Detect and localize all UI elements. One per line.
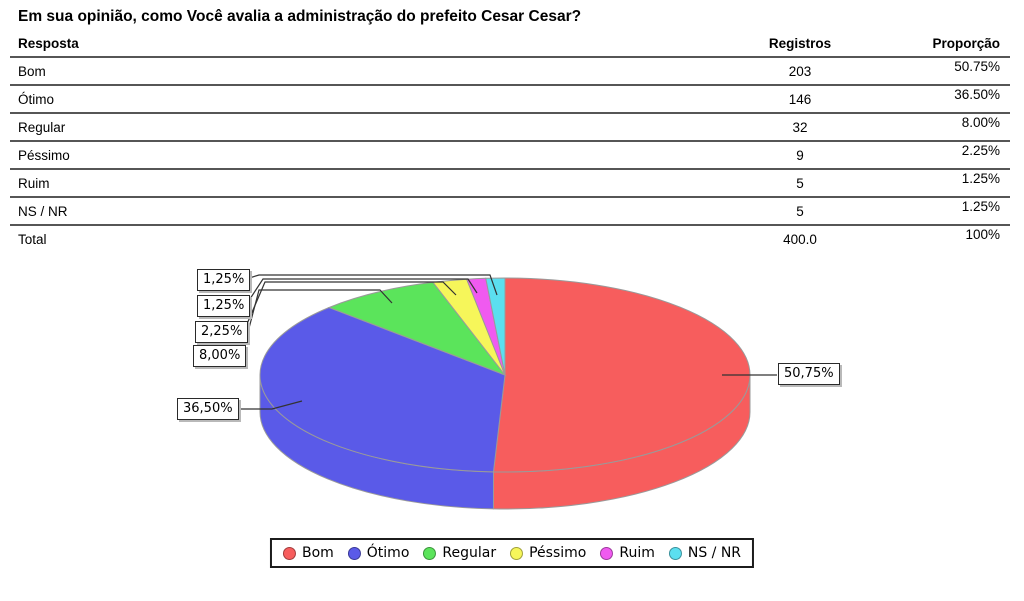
table-row: NS / NR 5 1.25%	[10, 196, 1010, 224]
legend-item: Regular	[423, 545, 496, 561]
cell-registros: 146	[788, 91, 812, 107]
legend-label: Ruim	[619, 545, 655, 561]
cell-proporcao: 36.50%	[954, 86, 1000, 102]
legend-item: Ótimo	[347, 545, 410, 561]
legend-swatch-icon	[510, 546, 524, 560]
callout-label-pessimo: 2,25%	[195, 321, 249, 343]
legend-swatch-icon	[600, 546, 614, 560]
table-row: Total 400.0 100%	[10, 224, 1010, 252]
cell-registros: 32	[792, 119, 808, 135]
callout-line-ruim	[245, 278, 478, 306]
table-body: Bom 203 50.75% Ótimo 146 36.50% Regular 32 8.00%…	[10, 56, 1010, 252]
callout-line-regular	[241, 289, 393, 356]
cell-registros: 9	[796, 147, 804, 163]
cell-resposta: NS / NR	[18, 203, 68, 219]
cell-registros: 5	[796, 175, 804, 191]
header-proporcao: Proporção	[932, 35, 1000, 51]
cell-proporcao: 50.75%	[954, 58, 1000, 74]
cell-resposta: Bom	[18, 63, 46, 79]
pie-slice-ns-nr	[485, 277, 506, 376]
callout-label-otimo: 36,50%	[177, 398, 239, 420]
cell-resposta: Ótimo	[18, 91, 55, 107]
pie-slice-bom	[492, 277, 751, 473]
table-row: Regular 32 8.00%	[10, 112, 1010, 140]
cell-resposta: Péssimo	[18, 147, 70, 163]
cell-resposta: Regular	[18, 119, 66, 135]
header-registros: Registros	[768, 35, 832, 51]
cell-proporcao: 2.25%	[961, 142, 1000, 158]
legend-swatch-icon	[282, 546, 296, 560]
table-row: Bom 203 50.75%	[10, 56, 1010, 84]
pie-slice-otimo	[259, 306, 506, 473]
cell-registros: 203	[788, 63, 812, 79]
callout-label-ruim: 1,25%	[197, 295, 251, 317]
callout-label-nsnr: 1,25%	[197, 269, 251, 291]
header-resposta: Resposta	[18, 35, 79, 51]
legend-item: NS / NR	[668, 545, 742, 561]
cell-resposta: Total	[18, 231, 47, 247]
cell-proporcao: 1.25%	[961, 170, 1000, 186]
cell-proporcao: 100%	[965, 226, 1000, 242]
callout-label-regular: 8,00%	[193, 345, 247, 367]
pie-chart-area: 1,25% 1,25% 2,25% 8,00% 36,50% 50,75%	[0, 255, 1024, 538]
legend-item: Bom	[282, 545, 334, 561]
page-title: Em sua opinião, como Você avalia a admin…	[18, 8, 582, 25]
results-table: Resposta Registros Proporção Bom 203 50.75…	[10, 30, 1010, 252]
callout-line-otimo	[233, 400, 303, 410]
table-header-row: Resposta Registros Proporção	[10, 30, 1010, 56]
legend-label: Regular	[442, 545, 497, 561]
legend-item: Ruim	[600, 545, 655, 561]
cell-proporcao: 1.25%	[961, 198, 1000, 214]
table-row: Ótimo 146 36.50%	[10, 84, 1010, 112]
callout-line-nsnr	[245, 274, 498, 296]
pie-slice-regular	[327, 281, 507, 377]
legend-item: Péssimo	[510, 545, 586, 561]
callout-label-bom: 50,75%	[778, 363, 840, 385]
cell-resposta: Ruim	[18, 175, 50, 191]
legend-label: Péssimo	[529, 545, 587, 561]
legend-swatch-icon	[423, 546, 437, 560]
cell-registros: 5	[796, 203, 804, 219]
chart-legend: Bom Ótimo Regular Péssimo Ruim NS / NR	[269, 538, 755, 568]
legend-swatch-icon	[347, 546, 361, 560]
table-row: Péssimo 9 2.25%	[10, 140, 1010, 168]
legend-label: Bom	[301, 545, 334, 561]
legend-label: NS / NR	[687, 545, 742, 561]
pie-chart-svg	[233, 274, 777, 510]
cell-proporcao: 8.00%	[961, 114, 1000, 130]
table-row: Ruim 5 1.25%	[10, 168, 1010, 196]
legend-label: Ótimo	[366, 545, 410, 561]
legend-swatch-icon	[668, 546, 682, 560]
cell-registros: 400.0	[783, 231, 817, 247]
